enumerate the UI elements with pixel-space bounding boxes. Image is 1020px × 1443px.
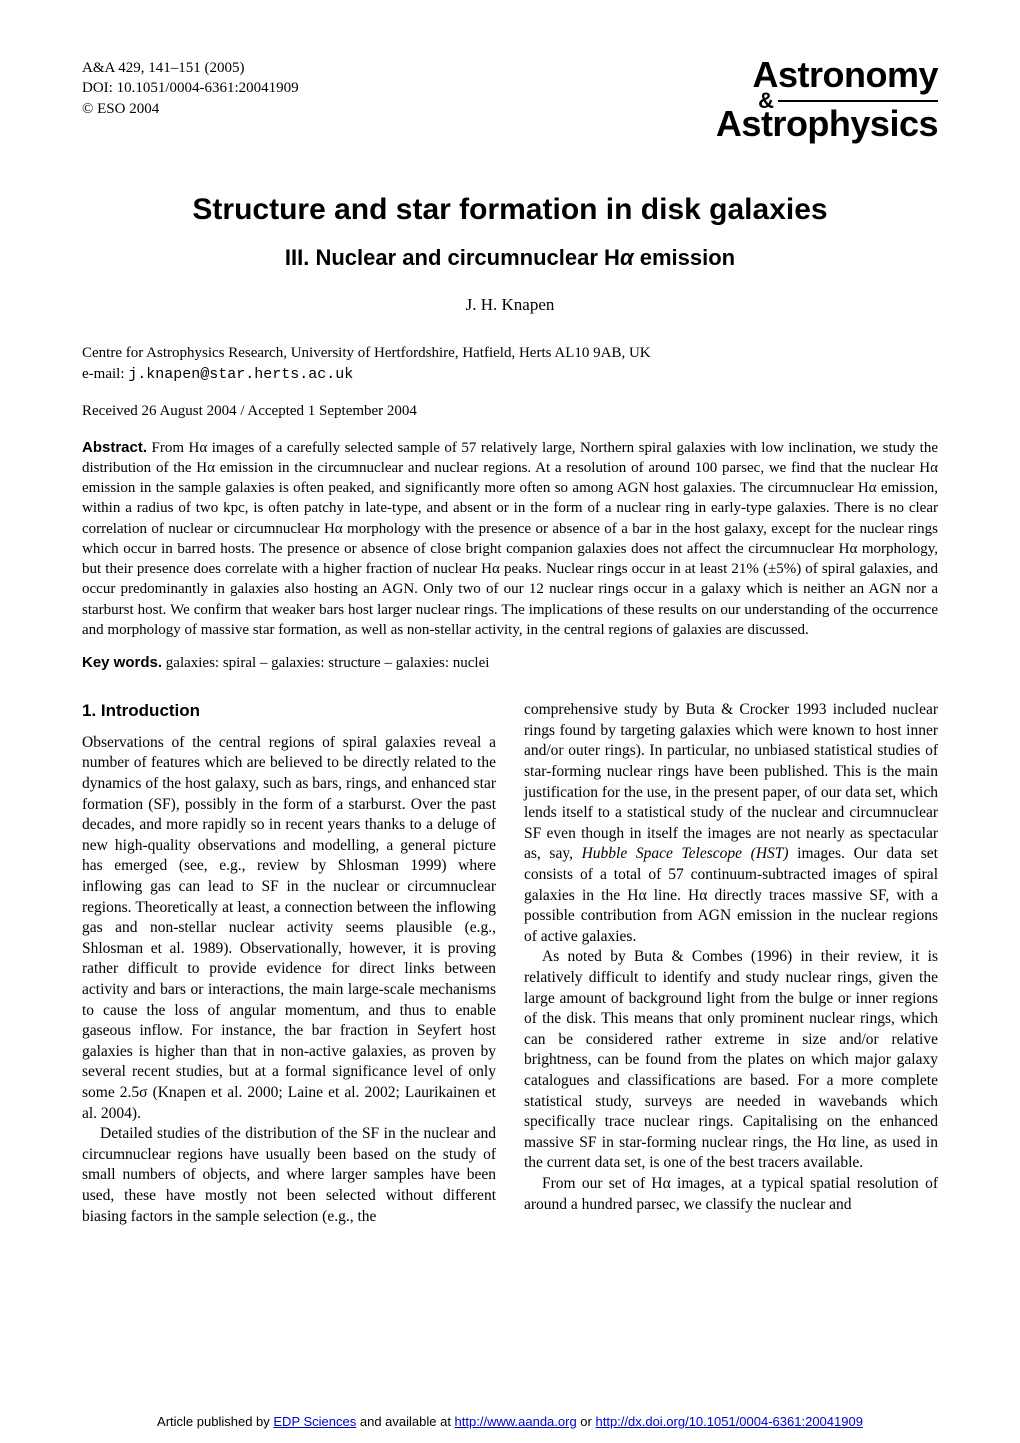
doi-line: DOI: 10.1051/0004-6361:20041909	[82, 78, 299, 98]
keywords-block: Key words. galaxies: spiral – galaxies: …	[82, 654, 938, 672]
affiliation-block: Centre for Astrophysics Research, Univer…	[82, 343, 938, 385]
col2-paragraph-1: comprehensive study by Buta & Crocker 19…	[524, 700, 938, 947]
col2-paragraph-3: From our set of Hα images, at a typical …	[524, 1174, 938, 1215]
logo-astrophysics: Astrophysics	[716, 108, 938, 140]
abstract-text: From Hα images of a carefully selected s…	[82, 440, 938, 638]
subtitle-prefix: III. Nuclear and circumnuclear H	[285, 245, 620, 270]
email-label: e-mail:	[82, 366, 128, 382]
footer-link-aanda[interactable]: http://www.aanda.org	[455, 1414, 577, 1429]
logo-astronomy: Astronomy	[716, 58, 938, 92]
keywords-text: galaxies: spiral – galaxies: structure –…	[162, 655, 489, 671]
col1-paragraph-1: Observations of the central regions of s…	[82, 733, 496, 1125]
col1-paragraph-2: Detailed studies of the distribution of …	[82, 1124, 496, 1227]
col2-p1-a: comprehensive study by Buta & Crocker 19…	[524, 701, 938, 862]
col2-paragraph-2: As noted by Buta & Combes (1996) in thei…	[524, 947, 938, 1174]
footer-prefix: Article published by	[157, 1414, 273, 1429]
affiliation-text: Centre for Astrophysics Research, Univer…	[82, 343, 938, 364]
footer-link-doi[interactable]: http://dx.doi.org/10.1051/0004-6361:2004…	[595, 1414, 862, 1429]
abstract-block: Abstract. From Hα images of a carefully …	[82, 438, 938, 641]
keywords-label: Key words.	[82, 654, 162, 671]
logo-divider-line	[778, 100, 938, 103]
footer-link-edp[interactable]: EDP Sciences	[273, 1414, 356, 1429]
col2-p1-hst: Hubble Space Telescope (HST)	[582, 845, 789, 862]
author-name: J. H. Knapen	[82, 295, 938, 315]
abstract-label: Abstract.	[82, 439, 147, 456]
footer-mid2: or	[577, 1414, 596, 1429]
subtitle-alpha: α	[620, 245, 634, 270]
paper-title: Structure and star formation in disk gal…	[82, 193, 938, 227]
section-1-heading: 1. Introduction	[82, 700, 496, 723]
subtitle-suffix: emission	[634, 245, 735, 270]
copyright-line: © ESO 2004	[82, 99, 299, 119]
column-left: 1. Introduction Observations of the cent…	[82, 700, 496, 1227]
body-columns: 1. Introduction Observations of the cent…	[82, 700, 938, 1227]
footer-bar: Article published by EDP Sciences and av…	[0, 1414, 1020, 1429]
footer-mid1: and available at	[356, 1414, 454, 1429]
header-row: A&A 429, 141–151 (2005) DOI: 10.1051/000…	[82, 58, 938, 141]
column-right: comprehensive study by Buta & Crocker 19…	[524, 700, 938, 1227]
citation-line: A&A 429, 141–151 (2005)	[82, 58, 299, 78]
journal-meta: A&A 429, 141–151 (2005) DOI: 10.1051/000…	[82, 58, 299, 119]
email-address: j.knapen@star.herts.ac.uk	[128, 366, 353, 383]
email-line: e-mail: j.knapen@star.herts.ac.uk	[82, 364, 938, 385]
journal-logo: Astronomy & Astrophysics	[716, 58, 938, 141]
paper-subtitle: III. Nuclear and circumnuclear Hα emissi…	[82, 245, 938, 271]
received-accepted: Received 26 August 2004 / Accepted 1 Sep…	[82, 403, 938, 420]
